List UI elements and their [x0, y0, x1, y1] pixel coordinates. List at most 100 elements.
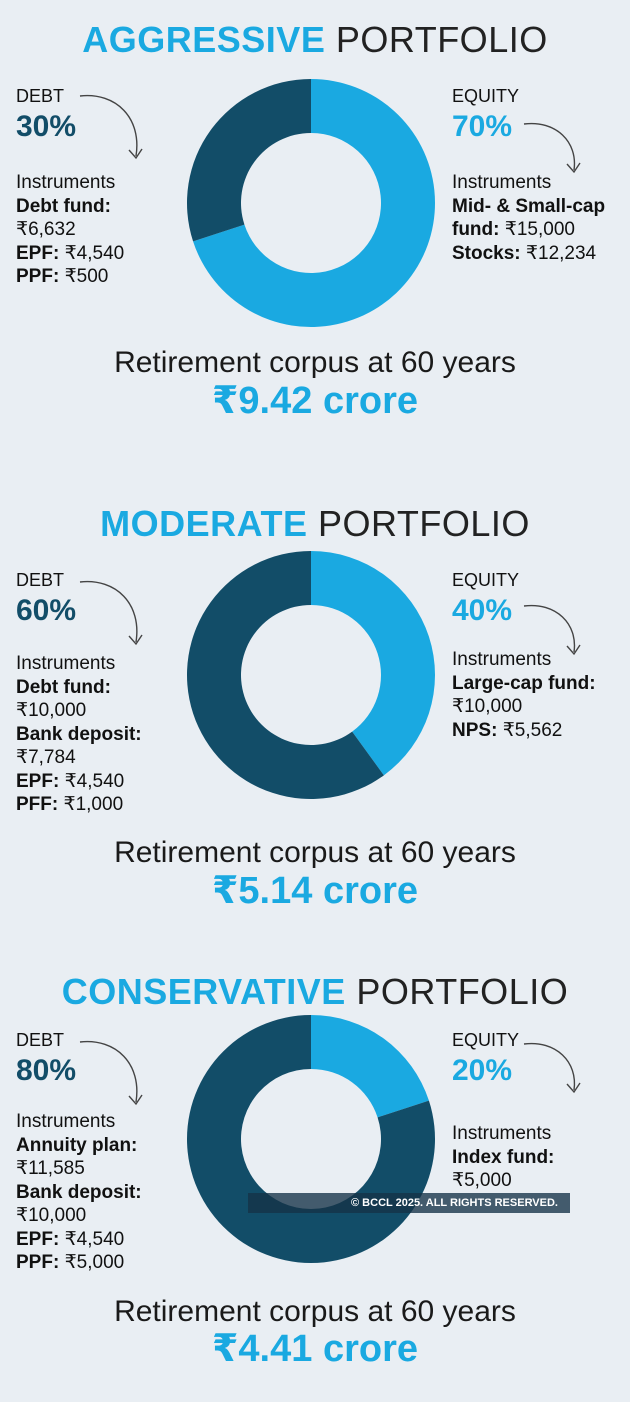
instrument-line: ₹5,000 — [452, 1169, 628, 1193]
instrument-line: Index fund: — [452, 1146, 628, 1170]
instrument-value: ₹11,585 — [16, 1158, 85, 1179]
instrument-line: PFF: ₹1,000 — [16, 793, 181, 817]
curved-arrow-icon — [79, 580, 143, 646]
instrument-value: ₹4,540 — [64, 242, 125, 264]
instrument-name: Debt fund: — [16, 676, 111, 698]
debt-slice — [186, 551, 384, 799]
donut-chart — [186, 79, 435, 327]
instrument-value: ₹5,562 — [502, 719, 563, 741]
debt-percent: 30% — [16, 110, 77, 143]
copyright-banner: © BCCL 2025. ALL RIGHTS RESERVED. — [248, 1193, 570, 1213]
debt-slice — [186, 79, 311, 242]
instruments-header: Instruments — [452, 1123, 552, 1144]
equity-percent: 40% — [452, 594, 513, 627]
instrument-name: Index fund: — [452, 1146, 555, 1168]
instrument-name: Stocks: — [452, 242, 521, 264]
instrument-line: ₹10,000 — [16, 1204, 181, 1228]
title-accent: CONSERVATIVE — [61, 971, 346, 1012]
curved-arrow-icon — [79, 94, 143, 160]
corpus-value: ₹4.41 crore — [211, 1328, 418, 1370]
instruments-header: Instruments — [16, 1111, 116, 1132]
title-accent: MODERATE — [100, 503, 308, 544]
debt-instruments: Instruments Annuity plan: ₹11,585 Bank d… — [16, 1110, 181, 1275]
equity-slice — [311, 1015, 429, 1118]
curved-arrow-icon — [523, 604, 581, 656]
instrument-name: PPF: — [16, 266, 60, 287]
conservative-section: CONSERVATIVE PORTFOLIO DEBT 80% Instrume… — [0, 952, 630, 1402]
instrument-name: Bank deposit: — [16, 723, 142, 745]
section-title: AGGRESSIVE PORTFOLIO — [0, 18, 630, 62]
instrument-line: Large-cap fund: — [452, 672, 628, 696]
instrument-line: PPF: ₹5,000 — [16, 1251, 181, 1275]
instrument-name: Mid- & Small-cap fund: — [452, 195, 606, 241]
instrument-name: Debt fund: — [16, 195, 111, 217]
instrument-line: Bank deposit: — [16, 1181, 181, 1205]
instrument-line: PPF: ₹500 — [16, 265, 181, 289]
corpus-label: Retirement corpus at 60 years — [114, 836, 516, 869]
instrument-line: Debt fund: — [16, 195, 181, 219]
instrument-value: ₹4,540 — [64, 770, 125, 792]
debt-label: DEBT — [16, 86, 65, 106]
donut-chart — [186, 551, 435, 799]
instrument-line: ₹11,585 — [16, 1157, 181, 1181]
debt-label: DEBT — [16, 1030, 65, 1050]
equity-slice — [193, 79, 435, 327]
debt-instruments: Instruments Debt fund: ₹6,632 EPF: ₹4,54… — [16, 171, 181, 289]
instrument-line: EPF: ₹4,540 — [16, 242, 181, 266]
instrument-value: ₹12,234 — [525, 242, 597, 264]
equity-instruments: Instruments Mid- & Small-cap fund: ₹15,0… — [452, 171, 628, 265]
instrument-value: ₹6,632 — [16, 219, 76, 240]
equity-instruments: Instruments Index fund: ₹5,000 — [452, 1122, 628, 1193]
debt-percent: 80% — [16, 1054, 77, 1087]
curved-arrow-icon — [79, 1040, 143, 1106]
instrument-value: ₹4,540 — [64, 1228, 125, 1250]
equity-percent: 70% — [452, 110, 513, 143]
instrument-name: Bank deposit: — [16, 1181, 142, 1203]
instrument-value: ₹500 — [64, 266, 109, 287]
instrument-value: ₹5,000 — [64, 1252, 125, 1273]
equity-label: EQUITY — [452, 86, 520, 106]
instrument-line: Annuity plan: — [16, 1134, 181, 1158]
title-rest: PORTFOLIO — [317, 503, 530, 544]
instrument-name: EPF: — [16, 770, 60, 792]
instrument-name: EPF: — [16, 242, 60, 264]
instrument-name: Annuity plan: — [16, 1134, 138, 1156]
corpus-value: ₹9.42 crore — [211, 380, 418, 422]
corpus-label: Retirement corpus at 60 years — [114, 346, 516, 379]
instruments-header: Instruments — [16, 653, 116, 674]
corpus-value: ₹5.14 crore — [211, 870, 418, 912]
curved-arrow-icon — [523, 122, 581, 174]
equity-label: EQUITY — [452, 570, 520, 590]
instruments-header: Instruments — [452, 649, 552, 670]
instrument-line: Debt fund: — [16, 676, 181, 700]
instrument-name: EPF: — [16, 1228, 60, 1250]
moderate-section: MODERATE PORTFOLIO DEBT 60% Instruments … — [0, 484, 630, 934]
instrument-value: ₹10,000 — [16, 1205, 87, 1226]
aggressive-section: AGGRESSIVE PORTFOLIO DEBT 30% Instrument… — [0, 0, 630, 450]
instrument-line: Mid- & Small-cap fund: ₹15,000 — [452, 195, 628, 242]
debt-instruments: Instruments Debt fund: ₹10,000 Bank depo… — [16, 652, 181, 817]
title-rest: PORTFOLIO — [335, 19, 548, 60]
instrument-value: ₹7,784 — [16, 747, 76, 768]
instrument-name: PFF: — [16, 794, 59, 815]
instrument-line: ₹10,000 — [452, 695, 628, 719]
instrument-value: ₹1,000 — [63, 794, 124, 815]
debt-label: DEBT — [16, 570, 65, 590]
corpus-label: Retirement corpus at 60 years — [114, 1295, 516, 1328]
instrument-line: Stocks: ₹12,234 — [452, 242, 628, 266]
instrument-name: PPF: — [16, 1252, 60, 1273]
section-title: MODERATE PORTFOLIO — [0, 502, 630, 546]
equity-slice — [311, 551, 435, 776]
instrument-value: ₹15,000 — [504, 219, 575, 240]
instrument-line: EPF: ₹4,540 — [16, 1228, 181, 1252]
equity-label: EQUITY — [452, 1030, 520, 1050]
instrument-line: ₹10,000 — [16, 699, 181, 723]
equity-instruments: Instruments Large-cap fund: ₹10,000 NPS:… — [452, 648, 628, 742]
donut-chart — [187, 1015, 435, 1263]
instrument-name: Large-cap fund: — [452, 672, 596, 694]
section-title: CONSERVATIVE PORTFOLIO — [0, 970, 630, 1014]
instruments-header: Instruments — [16, 172, 116, 193]
equity-percent: 20% — [452, 1054, 513, 1087]
title-rest: PORTFOLIO — [356, 971, 569, 1012]
